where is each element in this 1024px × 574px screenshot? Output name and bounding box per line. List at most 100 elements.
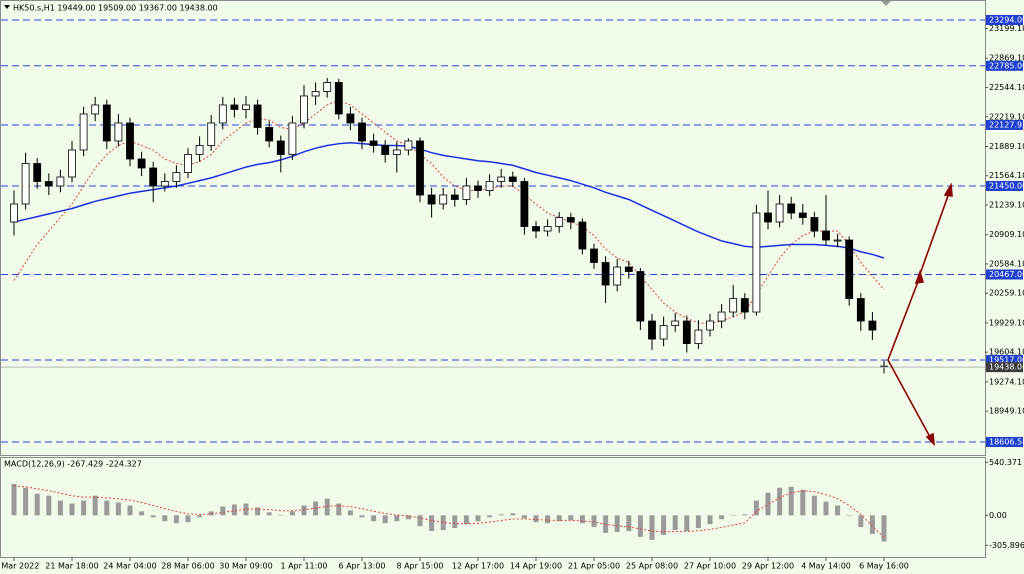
ma-fast-line [13,99,885,325]
x-tick-label: 17 Mar 2022 [0,562,39,571]
y-tick-label: 21889.10 [989,142,1024,151]
y-tick-label: 19929.10 [989,318,1024,327]
macd-bar [649,515,655,540]
macd-bar [672,515,678,531]
level-label-box [986,14,1023,25]
macd-bar [800,489,806,516]
x-tick-label: 27 Apr 10:00 [684,562,736,571]
candle-body [160,181,169,187]
candle-body [33,163,42,182]
macd-bar [162,515,168,522]
macd-bar [788,486,794,516]
y-tick-label: 21564.10 [989,171,1024,180]
macd-bar [846,515,852,516]
candle-body [590,248,598,263]
x-tick-label: 4 May 14:00 [801,562,851,571]
candle-body [44,181,53,187]
macd-bar [336,503,342,516]
macd-bar [881,515,887,542]
candle-body [218,104,227,124]
candle-body [79,113,88,151]
macd-bar [684,515,690,531]
candle-body [740,298,749,313]
x-tick-label: 30 Mar 09:00 [219,562,272,571]
candle-body [810,217,819,232]
level-label-box [986,269,1023,280]
macd-bar [835,505,841,516]
candle-body [68,149,76,178]
x-tick-label: 28 Mar 06:00 [161,562,214,571]
macd-bar [46,495,52,516]
macd-bar [742,514,748,516]
macd-bar [417,515,423,527]
level-label-box [986,60,1023,71]
candle-body [555,217,564,227]
main-panel-frame [0,0,986,456]
macd-bar [452,515,458,529]
macd-bar [753,500,759,516]
macd-bar [730,515,736,516]
macd-bar [173,515,179,524]
candle-body [497,176,506,182]
candle-body [253,104,262,128]
y-tick-label: 22219.10 [989,112,1024,121]
macd-bar [591,515,597,528]
candle-body [10,203,18,223]
candle-body [21,163,30,205]
arrow-head [943,182,953,197]
macd-bar [823,501,829,516]
macd-bar [220,506,226,516]
macd-bar [661,515,667,535]
menu-triangle [4,5,10,9]
x-tick-label: 12 Apr 17:00 [452,562,504,571]
macd-bar [69,503,75,516]
level-label: 22785.00 [989,61,1024,70]
candle-body [648,320,656,340]
macd-bar [23,487,29,516]
candle-body [636,271,645,322]
x-tick-label: 8 Apr 15:00 [396,562,443,571]
x-tick-label: 24 Mar 04:00 [103,562,156,571]
macd-bar [324,498,330,516]
candle-body [137,158,146,169]
macd-bar [382,515,388,524]
y-tick-label: 21239.10 [989,200,1024,209]
candle-body [207,122,216,146]
ma-slow-line [13,142,885,259]
y-tick-label: 20909.10 [989,230,1024,239]
level-label: 22127.93 [989,120,1024,129]
arrow-down [887,359,931,438]
last-price-label: 19438.00 [989,363,1024,372]
candle-body [775,203,784,223]
macd-bar [185,515,191,523]
macd-bar [614,515,620,532]
macd-bar [139,511,145,516]
x-tick-label: 1 Apr 11:00 [280,562,327,571]
candle-body [450,194,459,200]
x-tick-label: 21 Apr 05:00 [568,562,620,571]
candle-body [624,266,633,272]
level-label-box [986,119,1023,130]
candle-body [706,320,714,331]
signal-line [13,485,885,538]
candle-body [102,104,111,142]
macd-bar [777,487,783,516]
macd-bar [498,514,504,516]
macd-bar [510,513,516,516]
macd-bar [394,515,400,522]
candle-body [462,185,471,200]
level-label: 23294.00 [989,15,1024,24]
macd-bar [568,515,574,521]
scroll-marker [881,1,891,6]
candle-body [276,140,285,155]
candle-body [439,194,448,205]
candle-body [601,262,610,286]
candle-body [311,91,320,97]
y-tick-label: -305.896 [989,541,1024,550]
x-tick-label: 6 Apr 13:00 [338,562,385,571]
macd-bar [243,503,249,516]
candle-body [91,104,100,115]
candle-body [508,176,517,182]
candle-body [613,266,622,286]
macd-bar [347,510,353,516]
